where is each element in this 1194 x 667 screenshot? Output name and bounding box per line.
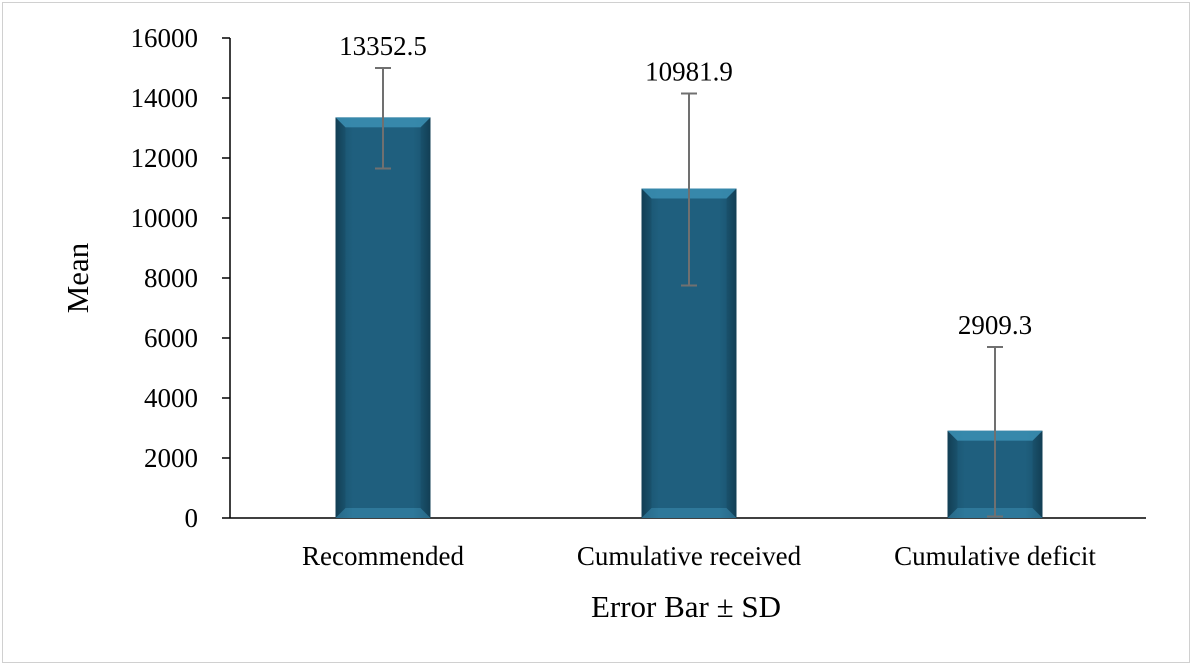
y-tick-label: 4000 (144, 383, 198, 413)
y-tick-label: 12000 (131, 143, 199, 173)
y-axis-title: Mean (60, 242, 95, 313)
y-tick-label: 10000 (131, 203, 199, 233)
category-label: Cumulative deficit (894, 541, 1096, 571)
y-tick-label: 14000 (131, 83, 199, 113)
y-tick-label: 2000 (144, 443, 198, 473)
bar-bevel-bottom (641, 508, 737, 518)
data-label: 2909.3 (958, 310, 1032, 340)
data-label: 13352.5 (339, 31, 427, 61)
category-label: Cumulative received (577, 541, 802, 571)
y-tick-label: 0 (185, 503, 199, 533)
y-tick-label: 8000 (144, 263, 198, 293)
bar-face (345, 127, 421, 509)
x-axis-title: Error Bar ± SD (591, 589, 781, 624)
data-label: 10981.9 (645, 57, 733, 87)
y-tick-label: 16000 (131, 23, 199, 53)
y-tick-label: 6000 (144, 323, 198, 353)
plot-area: 0 2000 4000 6000 8000 10000 12000 14000 16000 133… (131, 23, 1146, 571)
bar-bevel-bottom (335, 508, 431, 518)
category-label: Recommended (302, 541, 464, 571)
